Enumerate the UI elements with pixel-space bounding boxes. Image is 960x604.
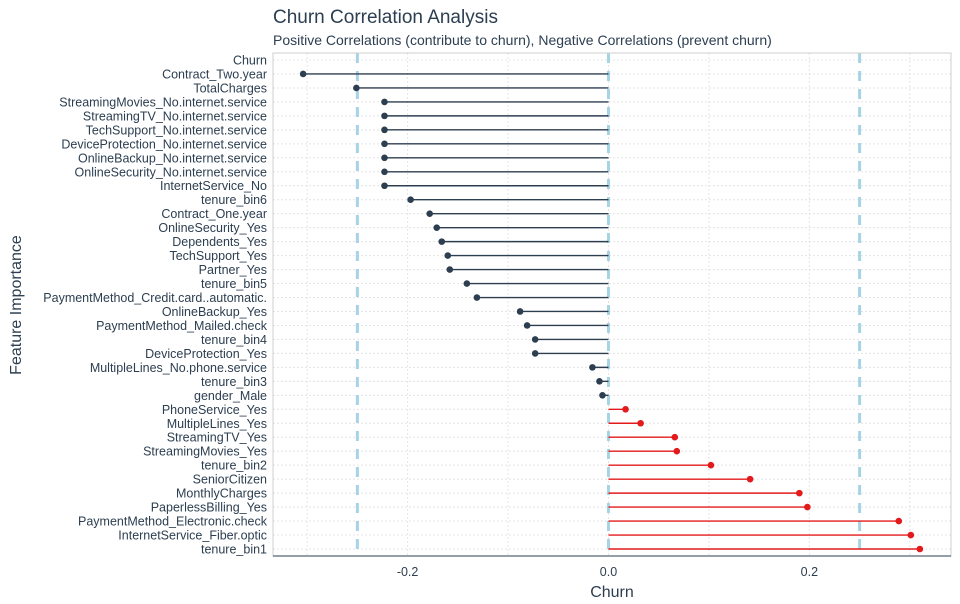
- lollipop-point: [589, 364, 596, 371]
- y-axis-label: Feature Importance: [8, 235, 25, 375]
- lollipop-point: [622, 405, 629, 413]
- lollipop-point: [516, 308, 524, 315]
- lollipop-point: [381, 126, 388, 134]
- y-tick-label: TechSupport_Yes: [169, 249, 267, 263]
- y-tick-label: PhoneService_Yes: [162, 403, 267, 417]
- lollipop-point: [438, 238, 446, 245]
- lollipop-point: [463, 280, 471, 287]
- x-tick-label: -0.2: [397, 565, 419, 579]
- y-tick-label: OnlineSecurity_Yes: [158, 221, 267, 235]
- y-tick-label: tenure_bin6: [201, 193, 267, 207]
- lollipop-point: [523, 322, 531, 329]
- y-tick-label: tenure_bin2: [201, 459, 267, 473]
- lollipop-point: [381, 98, 388, 106]
- y-tick-label: tenure_bin3: [201, 375, 267, 389]
- lollipop-point: [407, 196, 414, 204]
- y-tick-label: StreamingMovies_No.internet.service: [59, 95, 267, 109]
- lollipop-point: [673, 447, 681, 455]
- y-tick-label: PaymentMethod_Mailed.check: [96, 319, 268, 333]
- lollipop-point: [381, 112, 388, 120]
- chart-title: Churn Correlation Analysis: [273, 7, 498, 28]
- lollipop-point: [444, 252, 452, 259]
- y-tick-label: OnlineBackup_Yes: [162, 305, 267, 319]
- y-tick-label: OnlineSecurity_No.internet.service: [75, 165, 267, 179]
- lollipop-point: [353, 84, 360, 92]
- lollipop-point: [531, 336, 539, 343]
- x-tick-label: 0.2: [801, 565, 818, 579]
- plot-border: [272, 52, 952, 557]
- lollipop-point: [671, 433, 679, 441]
- y-tick-label: Contract_One.year: [161, 207, 267, 221]
- y-tick-label: Churn: [233, 54, 267, 68]
- lollipop-point: [916, 545, 924, 553]
- lollipop-point: [907, 531, 915, 539]
- lollipop-point: [637, 419, 644, 427]
- lollipop-point: [707, 461, 715, 469]
- y-tick-label: InternetService_No: [160, 179, 267, 193]
- lollipop-point: [446, 266, 454, 273]
- y-tick-label: MultipleLines_No.phone.service: [90, 361, 267, 375]
- y-tick-label: StreamingMovies_Yes: [143, 445, 267, 459]
- y-tick-label: SeniorCitizen: [193, 473, 267, 487]
- lollipop-point: [381, 140, 388, 148]
- lollipop-point: [426, 210, 433, 217]
- y-tick-label: PaymentMethod_Electronic.check: [78, 515, 268, 529]
- lollipop-point: [895, 517, 903, 525]
- y-tick-label: DeviceProtection_No.internet.service: [61, 137, 267, 151]
- lollipop-point: [596, 378, 603, 385]
- y-tick-label: tenure_bin4: [201, 333, 267, 347]
- y-tick-label: PaymentMethod_Credit.card..automatic.: [43, 291, 267, 305]
- lollipop-point: [746, 475, 754, 483]
- chart-subtitle: Positive Correlations (contribute to chu…: [273, 32, 772, 48]
- y-tick-label: StreamingTV_Yes: [167, 431, 267, 445]
- lollipop-point: [381, 168, 388, 176]
- x-axis-label: Churn: [590, 584, 634, 601]
- y-tick-label: Partner_Yes: [199, 263, 267, 277]
- y-tick-label: gender_Male: [194, 389, 267, 403]
- y-tick-label: OnlineBackup_No.internet.service: [78, 151, 267, 165]
- lollipop-point: [796, 489, 803, 497]
- lollipop-point: [531, 350, 539, 357]
- y-tick-label: tenure_bin1: [201, 543, 267, 557]
- y-tick-label: Dependents_Yes: [172, 235, 267, 249]
- y-tick-label: MultipleLines_Yes: [167, 417, 267, 431]
- y-tick-label: TechSupport_No.internet.service: [86, 123, 267, 137]
- y-tick-label: Contract_Two.year: [162, 67, 267, 81]
- y-tick-label: TotalCharges: [193, 81, 267, 95]
- y-tick-label: InternetService_Fiber.optic: [118, 529, 267, 543]
- lollipop-point: [299, 70, 307, 78]
- lollipop-point: [804, 503, 811, 511]
- y-tick-label: StreamingTV_No.internet.service: [83, 109, 267, 123]
- y-tick-label: DeviceProtection_Yes: [145, 347, 267, 361]
- lollipop-point: [381, 182, 388, 190]
- x-tick-label: 0.0: [600, 565, 617, 579]
- y-tick-label: MonthlyCharges: [176, 487, 267, 501]
- lollipop-point: [433, 224, 441, 231]
- y-tick-label: tenure_bin5: [201, 277, 267, 291]
- lollipop-point: [381, 154, 388, 162]
- lollipop-point: [599, 392, 606, 399]
- y-tick-label: PaperlessBilling_Yes: [151, 501, 267, 515]
- lollipop-point: [473, 294, 481, 301]
